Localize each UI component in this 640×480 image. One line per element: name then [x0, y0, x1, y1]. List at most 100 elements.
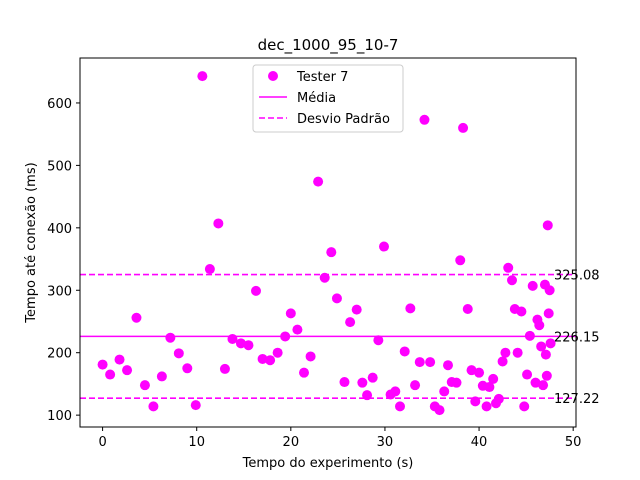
data-point — [451, 377, 462, 388]
legend-box — [252, 64, 404, 133]
data-point — [538, 380, 549, 391]
data-point — [488, 373, 499, 384]
data-point — [331, 293, 342, 304]
data-point — [299, 367, 309, 378]
data-point — [257, 353, 268, 364]
data-point — [484, 382, 495, 393]
data-point — [139, 380, 150, 391]
data-point — [543, 308, 554, 319]
x-axis-label: Tempo do experimento (s) — [242, 456, 414, 471]
data-point — [522, 369, 533, 380]
data-point — [470, 396, 481, 407]
data-point — [190, 400, 201, 411]
data-point — [414, 357, 425, 368]
data-point — [285, 308, 296, 319]
data-point — [493, 393, 504, 404]
y-tick-label: 100 — [47, 409, 72, 424]
data-point — [497, 356, 508, 367]
data-point — [379, 241, 389, 252]
data-point — [122, 365, 133, 376]
data-point — [97, 359, 108, 370]
x-tick-label: 0 — [98, 435, 106, 450]
data-point — [410, 380, 421, 391]
data-point — [235, 338, 246, 349]
legend-marker-scatter — [268, 71, 278, 81]
data-point — [536, 341, 547, 352]
plot-frame — [79, 57, 577, 428]
reference-line-value-1: 325.08 — [554, 269, 600, 284]
data-point — [326, 247, 337, 258]
data-point — [481, 401, 492, 412]
y-tick-label: 500 — [47, 159, 72, 174]
x-tick-label: 10 — [188, 435, 205, 450]
data-point — [114, 354, 125, 365]
data-points-layer — [97, 71, 556, 416]
y-tick-label: 600 — [47, 97, 72, 112]
data-point — [425, 357, 436, 368]
y-tick-label: 400 — [47, 222, 72, 237]
data-point — [227, 333, 238, 344]
data-point — [419, 114, 430, 125]
data-point — [534, 320, 545, 331]
data-point — [213, 218, 224, 229]
data-point — [462, 303, 473, 314]
data-point — [527, 280, 538, 291]
data-point — [351, 304, 362, 315]
x-tick-label: 30 — [377, 435, 394, 450]
data-point — [516, 306, 527, 317]
data-point — [345, 317, 356, 328]
x-tick-label: 20 — [283, 435, 300, 450]
chart-title: dec_1000_95_10-7 — [258, 36, 399, 55]
data-point — [173, 348, 184, 359]
data-point — [458, 122, 469, 133]
data-point — [148, 401, 159, 412]
data-point — [265, 355, 276, 366]
data-point — [474, 367, 485, 378]
reference-line-value-0: 226.15 — [554, 330, 600, 345]
axis-ticks-layer: 0 10 20 30 40 50 100 200 300 400 500 600 — [47, 97, 581, 450]
data-point — [243, 340, 254, 351]
data-point — [540, 349, 551, 360]
data-point — [439, 386, 450, 397]
line-value-labels-layer: 226.15 325.08 127.22 — [554, 269, 600, 408]
data-point — [434, 405, 445, 416]
legend-label-std: Desvio Padrão — [297, 112, 390, 127]
data-point — [500, 347, 511, 358]
data-point — [105, 369, 116, 380]
data-point — [305, 351, 316, 362]
data-point — [319, 272, 330, 283]
data-point — [542, 220, 553, 231]
legend-label-mean: Média — [297, 91, 336, 106]
data-point — [367, 372, 378, 383]
data-point — [443, 360, 453, 371]
reference-line-value-2: 127.22 — [554, 392, 600, 407]
data-point — [544, 285, 555, 296]
data-point — [507, 275, 517, 286]
reference-lines-layer — [80, 273, 576, 399]
data-point — [357, 377, 368, 388]
data-point — [292, 324, 303, 335]
data-point — [399, 346, 410, 357]
data-point — [362, 390, 373, 401]
data-point — [182, 363, 193, 374]
x-tick-label: 50 — [565, 435, 582, 450]
y-axis-label: Tempo até conexão (ms) — [24, 162, 39, 323]
data-point — [519, 401, 530, 412]
data-point — [512, 347, 523, 358]
data-point — [545, 338, 556, 349]
data-point — [503, 262, 514, 273]
data-point — [373, 335, 384, 346]
data-point — [197, 71, 208, 82]
data-point — [339, 377, 350, 388]
data-point — [165, 332, 176, 343]
data-point — [466, 365, 477, 376]
data-point — [541, 370, 552, 381]
data-point — [156, 371, 167, 382]
data-point — [313, 176, 324, 187]
data-point — [280, 331, 291, 342]
x-tick-label: 40 — [471, 435, 488, 450]
data-point — [455, 255, 466, 266]
data-point — [524, 330, 535, 341]
